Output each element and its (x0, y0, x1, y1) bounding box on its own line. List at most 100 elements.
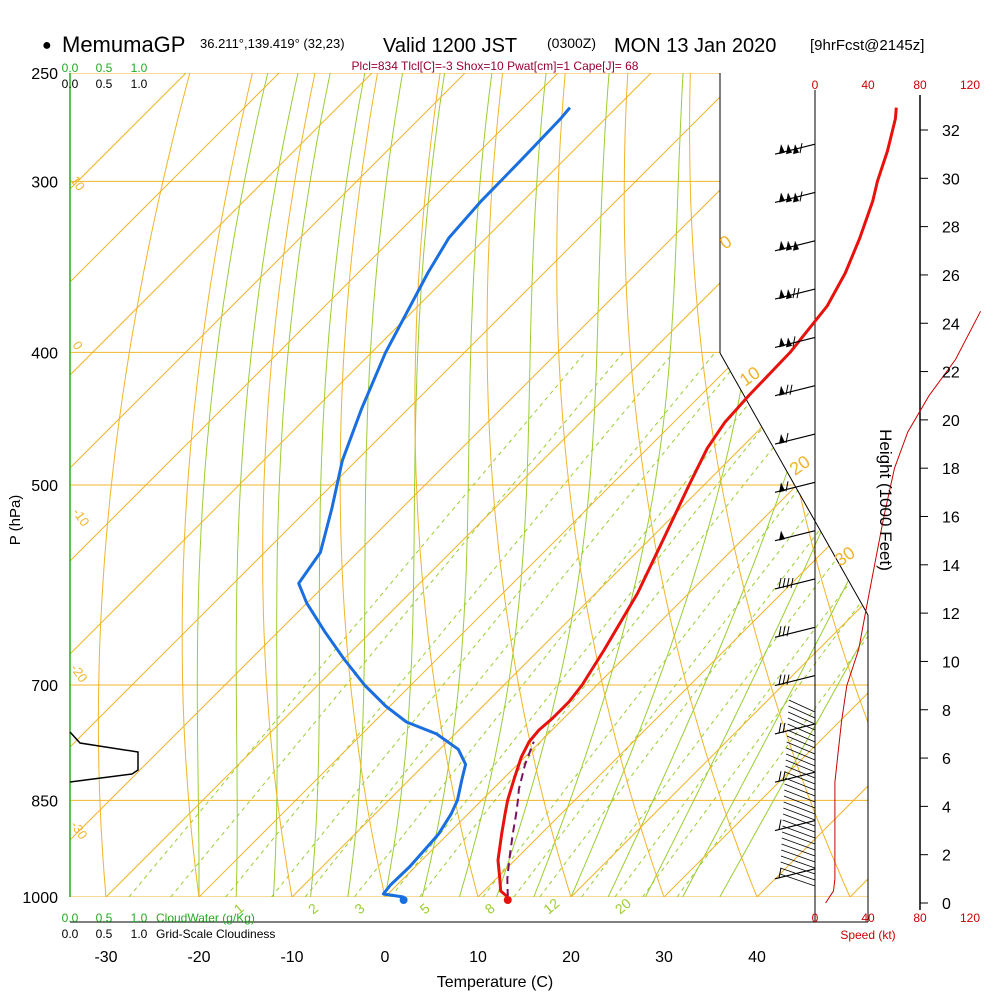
dry-adiabat-line (689, 73, 864, 897)
wind-barb (774, 384, 816, 397)
mixing-ratio-line (304, 352, 747, 897)
dry-adiabat-line (181, 73, 259, 897)
height-tick-label: 28 (942, 220, 960, 237)
dry-adiabat-label: 0 (70, 338, 86, 353)
speed-top-tick: 0 (812, 78, 819, 92)
mixing-ratio-line (539, 352, 868, 897)
height-tick-label: 24 (942, 316, 960, 333)
moist-adiabat-line (533, 73, 684, 897)
wind-barb-low (787, 729, 816, 743)
isotherms (70, 73, 868, 897)
wind-barb-low (786, 741, 816, 755)
wind-barb-staff (774, 771, 816, 783)
valid-date: MON 13 Jan 2020 (614, 35, 776, 57)
wind-barb-low (784, 789, 816, 803)
wind-barb (774, 819, 816, 832)
wind-barb-pennant (786, 192, 792, 203)
wind-barb (774, 336, 816, 348)
wind-barb-low (782, 819, 816, 833)
mixing-ratio-line (170, 352, 624, 897)
speed-bottom-tick: 120 (960, 911, 980, 925)
cloudiness-top-tick: 0.0 (62, 77, 79, 91)
wind-barb-pennant (779, 385, 785, 396)
height-axis-label: Height (1000 Feet) (876, 429, 895, 571)
height-tick-label: 12 (942, 606, 960, 623)
wind-barb (774, 626, 816, 638)
wind-barb-low (783, 801, 816, 815)
wind-barb-pennant (793, 192, 799, 203)
moist-adiabat-line (458, 73, 547, 897)
temperature-tick-label: 40 (748, 949, 766, 966)
wind-barb-flag (792, 287, 796, 299)
cloudiness-bottom-tick: 0.5 (96, 927, 113, 941)
wind-barb (774, 287, 816, 300)
wind-barb-low (781, 843, 816, 857)
wind-barb-flag (778, 771, 782, 782)
speed-axis-label: Speed (kt) (840, 928, 895, 942)
wind-barb-low (782, 813, 816, 827)
wind-barb-flag (778, 626, 782, 637)
mixing-ratio-line (271, 352, 716, 897)
mixing-ratio-label: 3 (351, 900, 367, 917)
wind-barb-low (785, 759, 816, 773)
height-tick-label: 4 (942, 799, 951, 816)
wind-barb-flag (782, 722, 786, 734)
mixing-ratio-line (128, 352, 586, 897)
dry-adiabat-label: -20 (68, 661, 91, 685)
wind-barb-pennant (779, 192, 785, 203)
wind-barb-flag (786, 577, 790, 589)
height-tick-label: 2 (942, 848, 951, 865)
pressure-tick-label: 400 (31, 345, 58, 362)
dry-adiabat-line (486, 73, 581, 897)
wind-barb-flag (789, 384, 793, 395)
height-tick-label: 22 (942, 365, 960, 382)
cloud-water-top-tick: 1.0 (131, 61, 148, 75)
valid-utc: (0300Z) (547, 35, 596, 51)
isotherm-line (663, 73, 868, 897)
wind-barb-low (783, 795, 816, 809)
temperature-tick-label: 20 (562, 949, 580, 966)
wind-barb-low (785, 765, 816, 779)
mixing-ratio-label: 8 (482, 900, 498, 917)
wind-barb (774, 240, 816, 252)
wind-barb-flag (799, 191, 803, 202)
wind-barb-low (780, 867, 816, 881)
speed-bottom-tick: 40 (861, 911, 875, 925)
moist-adiabat-line (421, 73, 493, 897)
wind-barb-flag (792, 336, 796, 347)
height-tick-label: 18 (942, 461, 960, 478)
wind-barb-low (782, 831, 816, 845)
height-tick-label: 0 (942, 896, 951, 913)
wind-barb-flag (778, 577, 782, 589)
isotherm-line (70, 73, 838, 897)
dry-adiabat-line (414, 73, 487, 897)
cloud-water-bottom-tick: 0.0 (62, 911, 79, 925)
mixing-ratio-line (614, 352, 868, 897)
wind-barb-staff (774, 626, 816, 638)
moist-adiabat-line (682, 73, 868, 897)
wind-barb-low (781, 837, 816, 851)
wind-barb-low (780, 855, 816, 869)
isotherm-line (291, 73, 868, 897)
axes-frame (69, 73, 921, 923)
wind-barb (774, 191, 816, 204)
valid-time: Valid 1200 JST (383, 35, 517, 57)
mixing-ratio-line (354, 352, 791, 897)
model-name: MemumaGP (62, 32, 185, 57)
moist-adiabat-line (719, 73, 868, 897)
surface-temperature-point (503, 896, 512, 904)
wind-barb-pennant (779, 289, 785, 300)
sounding-profiles (297, 106, 898, 904)
wind-barb-pennant (786, 337, 792, 348)
pressure-tick-label: 500 (31, 478, 58, 495)
moist-adiabat-line (235, 73, 299, 897)
surface-dewpoint-point (399, 896, 408, 904)
wind-barb-staff (774, 675, 816, 687)
cloud-water-label: CloudWater (g/Kg) (156, 911, 255, 925)
diagram-mask (720, 70, 1000, 1000)
wind-barb-low (785, 771, 816, 785)
wind-barb-low (780, 861, 816, 875)
chart-header: ● MemumaGP 36.211°,139.419° (32,23) Vali… (42, 32, 924, 73)
isotherm-line (570, 73, 868, 897)
wind-barb-pennant (779, 434, 785, 445)
